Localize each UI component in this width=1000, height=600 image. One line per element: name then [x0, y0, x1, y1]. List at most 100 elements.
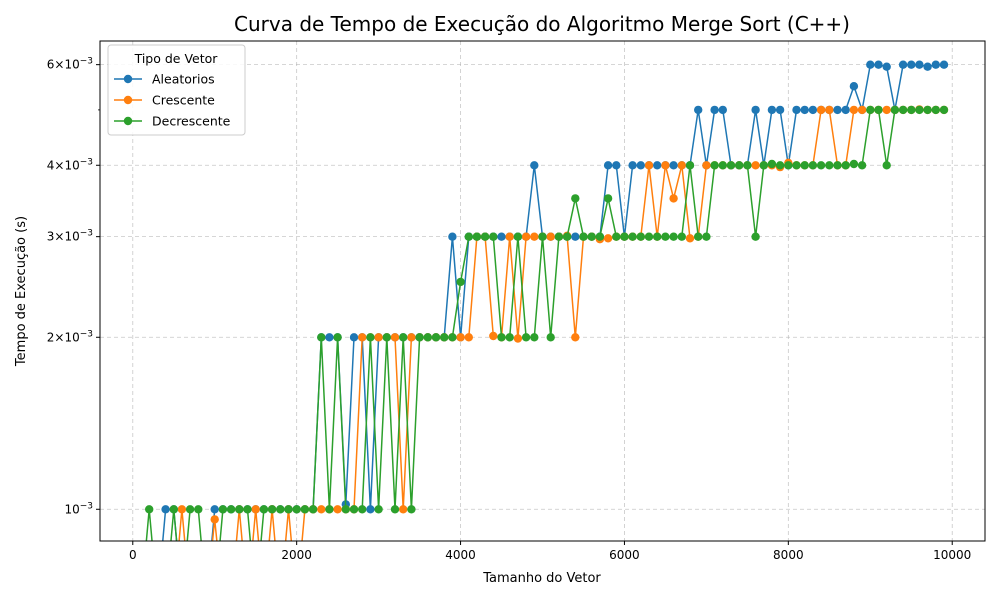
x-tick-label: 4000 [445, 548, 476, 562]
data-point [390, 505, 400, 514]
data-point [284, 505, 293, 514]
y-axis: 10−3 2×10−3 3×10−3 4×10−3 6×10−3 [47, 57, 100, 516]
data-point [841, 161, 850, 170]
data-point [775, 105, 785, 115]
data-point [530, 333, 539, 342]
data-point [915, 60, 924, 69]
data-point [702, 232, 711, 241]
data-point [554, 232, 564, 241]
data-point [751, 232, 760, 241]
data-point [194, 505, 203, 514]
data-point [571, 194, 580, 203]
data-point [538, 232, 547, 241]
data-point [931, 60, 940, 69]
data-point [898, 60, 908, 69]
data-point [898, 105, 908, 115]
data-point [448, 232, 457, 241]
data-point [571, 333, 580, 342]
data-point [530, 161, 539, 170]
data-point [792, 161, 801, 170]
data-point [579, 232, 588, 241]
legend-marker [123, 74, 133, 84]
data-point [825, 105, 834, 115]
data-point [358, 505, 367, 514]
data-point [423, 333, 432, 342]
x-tick-label: 0 [129, 548, 137, 562]
data-point [841, 105, 850, 115]
series-layer [145, 60, 949, 541]
data-point [399, 505, 408, 514]
data-point [513, 334, 523, 343]
data-point [677, 232, 686, 241]
data-point [726, 161, 736, 170]
data-point [620, 232, 629, 241]
data-point [923, 62, 932, 71]
y-tick-label: 10−3 [64, 501, 93, 516]
data-point [145, 505, 154, 514]
data-point [939, 105, 949, 115]
data-point [415, 333, 424, 342]
data-point [669, 194, 678, 203]
data-point [718, 161, 727, 170]
y-tick-label: 2×10−3 [47, 329, 93, 344]
data-point [333, 505, 342, 514]
data-point [816, 161, 826, 170]
data-point [358, 333, 367, 342]
legend-entry: Aleatorios [114, 72, 215, 87]
data-point [497, 333, 506, 342]
data-point [448, 333, 457, 342]
data-point [571, 232, 580, 241]
data-point [366, 505, 375, 514]
data-point [521, 232, 531, 241]
data-point [825, 161, 834, 170]
data-point [702, 161, 711, 170]
data-point [333, 333, 342, 342]
x-tick-label: 8000 [773, 548, 804, 562]
data-point [857, 161, 867, 170]
data-point [595, 232, 605, 241]
data-point [325, 505, 334, 514]
data-point [685, 161, 695, 170]
data-point [456, 333, 465, 342]
data-point [226, 505, 236, 514]
data-point [669, 232, 678, 241]
data-point [833, 105, 842, 115]
data-point [464, 333, 473, 342]
data-point [644, 232, 654, 241]
data-point [792, 105, 801, 115]
data-point [751, 105, 760, 115]
data-point [775, 161, 785, 170]
data-point [661, 161, 670, 170]
data-point [907, 60, 916, 69]
data-point [407, 505, 416, 514]
data-point [808, 161, 818, 170]
data-point [325, 333, 334, 342]
x-axis: 0 2000 4000 6000 8000 10000 [129, 541, 971, 562]
data-point [472, 232, 482, 241]
data-point [546, 232, 555, 241]
data-point [489, 232, 498, 241]
data-point [849, 82, 859, 91]
data-point [407, 333, 416, 342]
data-point [800, 105, 809, 115]
data-point [784, 161, 793, 170]
data-point [513, 232, 523, 241]
data-point [603, 194, 613, 203]
legend-box [107, 44, 246, 136]
data-point [866, 60, 875, 69]
data-point [317, 333, 326, 342]
legend-label: Decrescente [152, 114, 231, 129]
data-point [612, 232, 621, 241]
data-point [636, 232, 645, 241]
data-point [866, 105, 875, 115]
legend-entry: Decrescente [114, 114, 231, 129]
data-point [587, 232, 596, 241]
chart-title: Curva de Tempo de Execução do Algoritmo … [234, 12, 850, 36]
data-point [710, 105, 719, 115]
y-tick-label: 4×10−3 [47, 157, 93, 172]
data-point [915, 105, 924, 115]
data-point [923, 105, 932, 115]
data-point [800, 161, 809, 170]
data-point [636, 161, 645, 170]
data-point [308, 505, 318, 514]
